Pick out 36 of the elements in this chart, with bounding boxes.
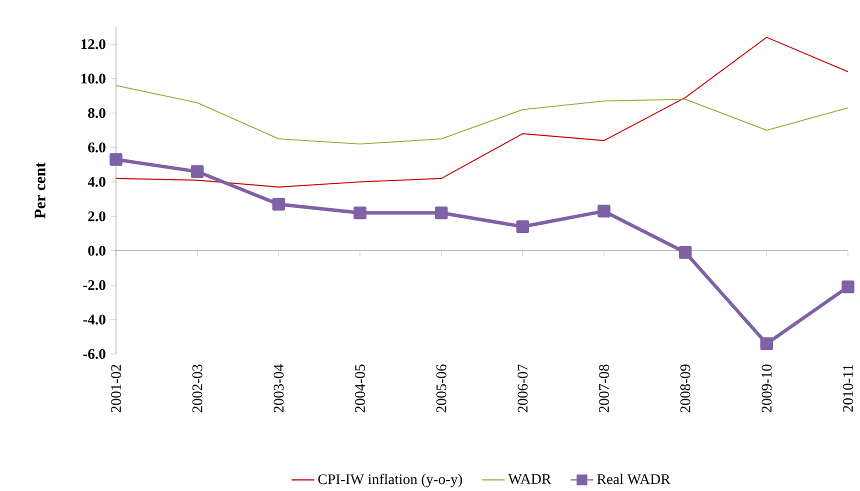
- y-tick-label: 6.0: [88, 142, 106, 152]
- point: [110, 153, 122, 166]
- point: [678, 246, 692, 259]
- x-tick-label: 2004-05: [355, 364, 365, 412]
- point: [354, 206, 366, 220]
- x-tick-label: 2001-02: [111, 364, 121, 412]
- y-tick-label: 8.0: [88, 108, 106, 118]
- y-tick-label: -2.0: [83, 280, 106, 290]
- y-tick-label: 0.0: [88, 246, 106, 256]
- y-tick-label: 4.0: [88, 176, 106, 187]
- x-tick-label: 2006-07: [518, 364, 528, 412]
- point: [272, 198, 286, 211]
- y-tick-label: 12.0: [81, 39, 106, 50]
- y-tick-label: -6.0: [83, 349, 106, 359]
- x-tick-label: 2005-06: [436, 364, 446, 412]
- y-axis-title: Per cent: [34, 162, 46, 218]
- y-tick-label: 10.0: [81, 74, 106, 84]
- x-tick-label: 2007-08: [599, 364, 609, 412]
- legend-label: Real WADR: [597, 474, 670, 484]
- point: [598, 204, 610, 218]
- point: [434, 206, 448, 220]
- x-tick-label: 2003-04: [274, 364, 284, 412]
- x-tick-label: 2009-10: [762, 364, 772, 412]
- y-tick-label: 2.0: [88, 211, 106, 222]
- line-series: [115, 36, 849, 188]
- legend-label: WADR: [508, 474, 552, 484]
- x-tick-label: 2010-11: [843, 364, 853, 412]
- point: [516, 220, 530, 234]
- y-tick-label: -4.0: [83, 314, 106, 325]
- point: [842, 280, 854, 294]
- legend-label: CPI-IW inflation (y-o-y): [318, 474, 462, 488]
- line-series: [115, 84, 849, 145]
- point: [190, 165, 204, 178]
- point: [760, 337, 774, 350]
- x-tick-label: 2002-03: [192, 364, 202, 412]
- x-tick-label: 2008-09: [680, 364, 690, 412]
